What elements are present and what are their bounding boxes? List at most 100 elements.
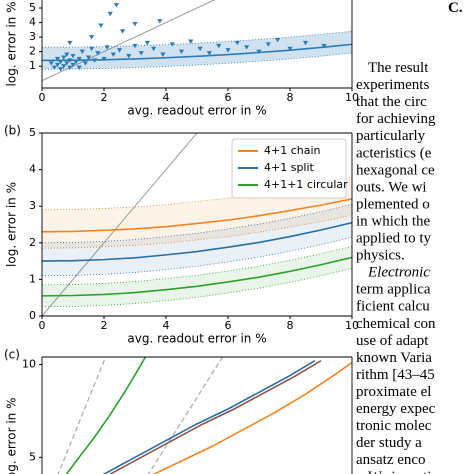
scatter-point: [169, 42, 175, 47]
legend-label: 4+1 chain: [264, 144, 321, 157]
y-tick-label: 5: [29, 450, 36, 463]
scatter-point: [98, 23, 104, 28]
x-axis-label: avg. readout error in %: [127, 332, 266, 346]
scatter-point: [144, 40, 150, 46]
band-edge: [42, 236, 352, 277]
x-tick-label: 10: [345, 319, 359, 332]
y-tick-label: 2: [29, 236, 36, 249]
series-line: [102, 360, 316, 474]
body-line: chemical con: [356, 316, 436, 332]
y-tick-label: 10: [22, 357, 36, 370]
scatter-point: [76, 56, 82, 62]
series-line: [57, 357, 107, 474]
series-line: [42, 221, 352, 262]
band-edge: [42, 176, 352, 211]
series-line: [108, 360, 322, 474]
scatter-point: [76, 65, 82, 71]
band-edge: [42, 214, 352, 249]
scatter-point: [51, 65, 57, 71]
scatter-point: [61, 55, 67, 60]
body-line: that the circ: [356, 94, 427, 110]
x-tick-label: 10: [345, 91, 359, 104]
x-tick-label: 0: [39, 91, 46, 104]
scatter-point: [138, 51, 144, 56]
scatter-point: [79, 49, 85, 55]
x-tick-label: 2: [101, 319, 108, 332]
confidence-band: [42, 204, 352, 276]
y-axis-label: log. error in %: [5, 182, 19, 267]
legend-box: [231, 138, 347, 199]
scatter-point: [132, 22, 138, 27]
band-edge: [42, 203, 352, 244]
scatter-point: [234, 40, 240, 46]
body-line: particularly: [356, 128, 426, 144]
x-tick-label: 4: [163, 319, 170, 332]
scatter-point: [225, 48, 231, 53]
scatter-point: [151, 46, 157, 52]
y-tick-label: 5: [29, 126, 36, 139]
scatter-point: [302, 40, 309, 46]
y-tick-label: 3: [29, 30, 36, 43]
scatter-point: [275, 38, 281, 43]
scatter-point: [82, 61, 88, 66]
scatter-point: [89, 35, 95, 40]
scatter-point: [113, 3, 119, 8]
x-tick-label: 0: [39, 319, 46, 332]
scatter-point: [104, 45, 110, 50]
y-axis-label: log. error in %: [5, 2, 19, 87]
body-line: applied to ty: [356, 231, 431, 247]
series-line: [42, 198, 352, 233]
body-line: ficient calcu: [356, 299, 430, 315]
body-line: hexagonal ce: [356, 162, 435, 178]
body-line: known Varia: [356, 350, 432, 366]
x-tick-label: 8: [287, 319, 294, 332]
y-tick-label: 0: [29, 309, 36, 322]
scatter-point: [132, 43, 138, 49]
plot-area: [42, 0, 352, 82]
y-tick-label: 1: [29, 272, 36, 285]
body-line: ansatz enco: [356, 452, 426, 468]
x-tick-label: 2: [101, 91, 108, 104]
body-line: term applica: [356, 282, 431, 298]
body-line: The result: [368, 60, 429, 76]
confidence-band: [42, 31, 352, 70]
series-line: [42, 256, 352, 297]
scatter-point: [265, 42, 271, 47]
y-tick-label: 5: [29, 1, 36, 14]
body-line: outs. We wi: [356, 179, 427, 195]
scatter-point: [126, 54, 132, 59]
x-tick-label: 6: [225, 319, 232, 332]
scatter-point: [216, 43, 222, 49]
scatter-point: [54, 56, 61, 62]
confidence-band: [42, 246, 352, 307]
body-line: for achieving: [356, 111, 436, 127]
scatter-point: [188, 39, 194, 44]
scatter-point: [178, 49, 185, 55]
x-tick-label: 6: [225, 91, 232, 104]
scatter-point: [287, 46, 293, 52]
y-axis-label: log. error in %: [5, 398, 19, 474]
scatter-point: [157, 19, 163, 24]
reference-line: [42, 133, 198, 316]
series-line: [147, 357, 224, 474]
body-line: physics.: [356, 248, 405, 264]
plot-area: [57, 357, 352, 474]
body-line: use of adapt: [356, 333, 429, 349]
scatter-point: [110, 52, 116, 57]
scatter-point: [64, 52, 70, 57]
body-line: der study a: [356, 435, 422, 451]
body-line: rithm [43–45: [356, 367, 435, 383]
scatter-point: [67, 65, 73, 71]
band-edge: [42, 246, 352, 286]
body-line: acteristics (e: [356, 145, 432, 161]
x-tick-label: 8: [287, 91, 294, 104]
body-line: energy expec: [356, 401, 436, 417]
scatter-point: [89, 46, 95, 52]
scatter-point: [64, 61, 70, 66]
scatter-point: [61, 64, 67, 69]
scatter-point: [58, 67, 64, 72]
body-line: proximate el: [356, 384, 431, 400]
band-edge: [42, 268, 352, 308]
y-tick-label: 3: [29, 199, 36, 212]
